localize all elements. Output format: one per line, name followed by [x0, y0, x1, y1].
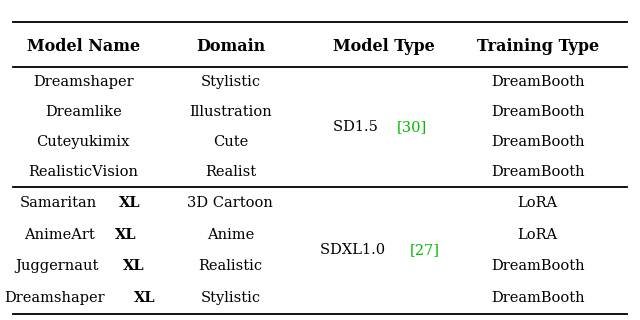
Text: Training Type: Training Type [477, 38, 598, 55]
Text: Cuteyukimix: Cuteyukimix [36, 135, 130, 149]
Text: AnimeArt: AnimeArt [24, 228, 94, 242]
Text: Domain: Domain [196, 38, 265, 55]
Text: [27]: [27] [410, 244, 440, 257]
Text: Dreamlike: Dreamlike [45, 105, 122, 119]
Text: LoRA: LoRA [518, 228, 557, 242]
Text: XL: XL [115, 228, 136, 242]
Text: Realistic: Realistic [198, 259, 262, 273]
Text: Dreamshaper: Dreamshaper [33, 75, 134, 89]
Text: Realist: Realist [205, 165, 256, 179]
Text: 3D Cartoon: 3D Cartoon [188, 196, 273, 210]
Text: Stylistic: Stylistic [200, 75, 260, 89]
Text: SD1.5: SD1.5 [333, 120, 382, 134]
Text: DreamBooth: DreamBooth [491, 75, 584, 89]
Text: DreamBooth: DreamBooth [491, 165, 584, 179]
Text: DreamBooth: DreamBooth [491, 291, 584, 305]
Text: Model Name: Model Name [27, 38, 140, 55]
Text: DreamBooth: DreamBooth [491, 105, 584, 119]
Text: XL: XL [119, 196, 141, 210]
Text: DreamBooth: DreamBooth [491, 135, 584, 149]
Text: DreamBooth: DreamBooth [491, 259, 584, 273]
Text: RealisticVision: RealisticVision [28, 165, 138, 179]
Text: XL: XL [123, 259, 145, 273]
Text: Illustration: Illustration [189, 105, 272, 119]
Text: Dreamshaper: Dreamshaper [4, 291, 105, 305]
Text: Cute: Cute [212, 135, 248, 149]
Text: Stylistic: Stylistic [200, 291, 260, 305]
Text: Juggernaut: Juggernaut [15, 259, 99, 273]
Text: Model Type: Model Type [333, 38, 435, 55]
Text: Samaritan: Samaritan [19, 196, 97, 210]
Text: Anime: Anime [207, 228, 254, 242]
Text: [30]: [30] [396, 120, 427, 134]
Text: XL: XL [134, 291, 156, 305]
Text: SDXL1.0: SDXL1.0 [319, 244, 389, 257]
Text: LoRA: LoRA [518, 196, 557, 210]
